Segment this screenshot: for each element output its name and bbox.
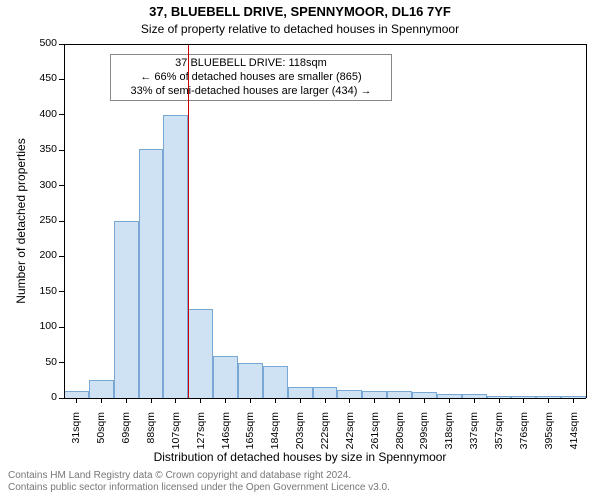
- x-tick: [573, 398, 574, 403]
- annotation-line-1: 37 BLUEBELL DRIVE: 118sqm: [117, 57, 385, 71]
- x-tick-label: 376sqm: [518, 412, 530, 462]
- footer-line-2: Contains public sector information licen…: [8, 482, 390, 494]
- y-tick-label: 150: [17, 285, 57, 297]
- x-tick: [399, 398, 400, 403]
- x-tick: [175, 398, 176, 403]
- x-tick: [275, 398, 276, 403]
- x-tick-label: 357sqm: [493, 412, 505, 462]
- x-tick-label: 88sqm: [145, 412, 157, 462]
- histogram-bar: [238, 363, 263, 398]
- x-tick: [499, 398, 500, 403]
- x-tick: [523, 398, 524, 403]
- subject-marker-line: [188, 44, 189, 398]
- x-tick-label: 146sqm: [220, 412, 232, 462]
- x-tick-label: 222sqm: [319, 412, 331, 462]
- x-tick: [474, 398, 475, 403]
- x-tick-label: 107sqm: [170, 412, 182, 462]
- x-tick: [250, 398, 251, 403]
- y-axis-right: [586, 44, 587, 398]
- x-tick: [374, 398, 375, 403]
- histogram-bar: [263, 366, 288, 398]
- page-title-address: 37, BLUEBELL DRIVE, SPENNYMOOR, DL16 7YF: [0, 4, 600, 19]
- histogram-bar: [163, 115, 188, 398]
- histogram-bar: [288, 387, 313, 398]
- histogram-bar: [213, 356, 238, 398]
- y-tick-label: 500: [17, 37, 57, 49]
- x-tick-label: 299sqm: [418, 412, 430, 462]
- x-tick: [225, 398, 226, 403]
- x-tick-label: 165sqm: [244, 412, 256, 462]
- x-axis-top: [64, 44, 586, 45]
- histogram-bar: [313, 387, 338, 398]
- x-tick-label: 395sqm: [543, 412, 555, 462]
- y-tick-label: 450: [17, 72, 57, 84]
- x-tick: [300, 398, 301, 403]
- histogram-bar: [139, 149, 164, 398]
- y-tick-label: 0: [17, 391, 57, 403]
- y-tick-label: 100: [17, 320, 57, 332]
- footer-line-1: Contains HM Land Registry data © Crown c…: [8, 470, 390, 482]
- x-tick-label: 203sqm: [294, 412, 306, 462]
- y-tick-label: 350: [17, 143, 57, 155]
- x-tick-label: 50sqm: [95, 412, 107, 462]
- x-tick: [101, 398, 102, 403]
- x-tick-label: 242sqm: [344, 412, 356, 462]
- y-axis: [64, 44, 65, 398]
- x-tick-label: 261sqm: [369, 412, 381, 462]
- footer-attribution: Contains HM Land Registry data © Crown c…: [8, 470, 390, 494]
- x-tick-label: 184sqm: [269, 412, 281, 462]
- x-tick: [151, 398, 152, 403]
- x-tick-label: 337sqm: [468, 412, 480, 462]
- x-tick: [76, 398, 77, 403]
- annotation-line-3: 33% of semi-detached houses are larger (…: [117, 85, 385, 99]
- x-tick-label: 414sqm: [568, 412, 580, 462]
- x-tick: [449, 398, 450, 403]
- x-tick: [325, 398, 326, 403]
- x-tick: [349, 398, 350, 403]
- x-tick: [548, 398, 549, 403]
- y-tick-label: 50: [17, 356, 57, 368]
- annotation-box: 37 BLUEBELL DRIVE: 118sqm ← 66% of detac…: [110, 54, 392, 101]
- y-tick-label: 250: [17, 214, 57, 226]
- x-axis: [64, 398, 586, 399]
- x-tick-label: 280sqm: [394, 412, 406, 462]
- x-tick-label: 127sqm: [195, 412, 207, 462]
- histogram-bar: [114, 221, 139, 398]
- histogram-bar: [188, 309, 213, 398]
- histogram-bar: [89, 380, 114, 398]
- page-title-subtitle: Size of property relative to detached ho…: [0, 22, 600, 36]
- y-tick-label: 300: [17, 179, 57, 191]
- x-tick: [424, 398, 425, 403]
- x-tick: [126, 398, 127, 403]
- x-tick-label: 69sqm: [120, 412, 132, 462]
- x-tick: [200, 398, 201, 403]
- y-tick-label: 400: [17, 108, 57, 120]
- x-tick-label: 318sqm: [443, 412, 455, 462]
- y-tick-label: 200: [17, 249, 57, 261]
- x-tick-label: 31sqm: [70, 412, 82, 462]
- annotation-line-2: ← 66% of detached houses are smaller (86…: [117, 71, 385, 85]
